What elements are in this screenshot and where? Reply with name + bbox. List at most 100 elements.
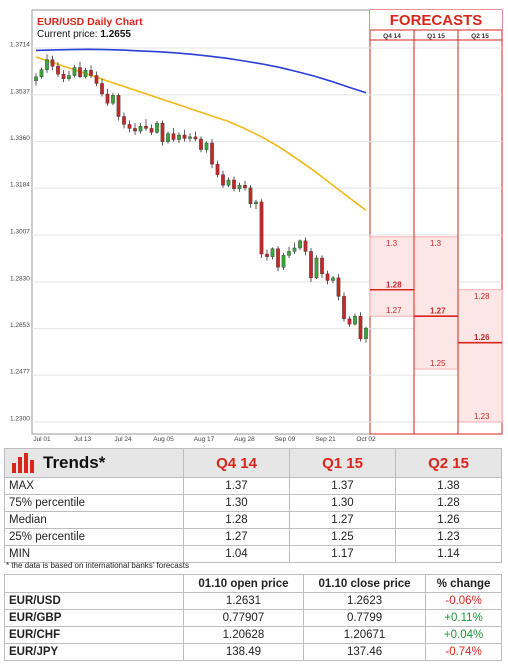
ma-long-line — [35, 48, 367, 94]
candle-body — [83, 70, 88, 78]
candle-body — [67, 75, 71, 79]
row-label: Median — [4, 511, 184, 529]
candle-body — [259, 201, 264, 255]
fx-change: +0.04% — [425, 626, 502, 644]
candle-body — [325, 273, 330, 281]
cell-value: 1.28 — [395, 494, 502, 512]
candle-body — [342, 296, 346, 320]
fx-change: -0.74% — [425, 643, 502, 661]
forecast-range-top-label: 1.3 — [386, 239, 398, 248]
candle-body — [265, 253, 269, 257]
fx-header-close: 01.10 close price — [302, 574, 427, 593]
candle-body — [72, 67, 77, 76]
trends-footnote: * the data is based on international ban… — [6, 561, 189, 570]
forecast-range-top-label: 1.28 — [474, 292, 490, 301]
x-tick-label: Jul 24 — [114, 436, 132, 443]
candle-body — [56, 66, 60, 75]
candle-body — [270, 248, 275, 257]
candle-body — [39, 69, 44, 78]
candle-body — [364, 327, 368, 339]
candle-body — [248, 187, 253, 204]
candle-body — [358, 316, 363, 339]
trends-table: Trends* Q4 14 Q1 15 Q2 15 MAX 1.37 1.37 1.3… — [4, 448, 502, 563]
candle-body — [160, 122, 165, 142]
candle-body — [292, 247, 297, 252]
x-tick-label: Sep 21 — [315, 436, 336, 443]
fx-close: 1.20671 — [302, 626, 427, 644]
candle-body — [188, 136, 192, 139]
fx-pair: EUR/GBP — [4, 609, 184, 627]
fx-change: -0.06% — [425, 592, 502, 610]
row-label: MAX — [4, 477, 184, 495]
cell-value: 1.14 — [395, 545, 502, 563]
candle-body — [149, 128, 154, 133]
fx-open: 0.77907 — [183, 609, 304, 627]
y-tick-label: 1.2653 — [10, 322, 30, 329]
candle-body — [45, 59, 49, 70]
forecast-range-bottom-label: 1.23 — [474, 412, 490, 421]
trends-row: MIN 1.04 1.17 1.14 — [4, 545, 502, 563]
candle-body — [122, 116, 126, 125]
candle-body — [133, 128, 137, 132]
trends-row: 75% percentile 1.30 1.30 1.28 — [4, 494, 502, 512]
cell-value: 1.04 — [183, 545, 290, 563]
candle-body — [309, 251, 313, 279]
row-label: 75% percentile — [4, 494, 184, 512]
candle-body — [89, 70, 93, 76]
y-tick-label: 1.2477 — [10, 369, 30, 376]
candle-body — [144, 126, 148, 129]
x-tick-label: Aug 28 — [234, 436, 255, 443]
price-panel — [31, 9, 371, 435]
forecast-period-q115: Q1 15 — [427, 33, 445, 40]
fx-open: 1.2631 — [183, 592, 304, 610]
candle-body — [105, 93, 110, 104]
candle-body — [50, 59, 55, 67]
y-tick-label: 1.3184 — [10, 182, 30, 189]
candle-body — [221, 174, 225, 186]
x-tick-label: Sep 09 — [275, 436, 296, 443]
y-tick-label: 1.2300 — [10, 416, 30, 423]
candle-body — [193, 136, 198, 140]
candle-body — [281, 255, 286, 268]
row-label: 25% percentile — [4, 528, 184, 546]
candle-body — [243, 185, 247, 189]
fx-header-row: 01.10 open price 01.10 close price % cha… — [4, 574, 502, 593]
forecast-period-q414: Q4 14 — [383, 33, 401, 40]
candle-body — [100, 83, 104, 95]
x-tick-label: Oct 02 — [356, 436, 376, 443]
candle-body — [210, 142, 214, 165]
fx-open: 138.49 — [183, 643, 304, 661]
candle-body — [347, 318, 352, 325]
candle-body — [287, 251, 291, 256]
cell-value: 1.30 — [183, 494, 290, 512]
x-tick-label: Aug 17 — [194, 436, 215, 443]
y-tick-label: 1.3714 — [10, 42, 30, 49]
cell-value: 1.37 — [183, 477, 290, 495]
candle-body — [353, 316, 357, 325]
fx-close: 1.2623 — [302, 592, 427, 610]
fx-row: EUR/GBP 0.77907 0.7799 +0.11% — [4, 609, 502, 627]
candle-body — [215, 163, 220, 175]
trends-row: Median 1.28 1.27 1.26 — [4, 511, 502, 529]
cell-value: 1.26 — [395, 511, 502, 529]
trends-row: MAX 1.37 1.37 1.38 — [4, 477, 502, 495]
chart-title: EUR/USD Daily Chart — [37, 16, 143, 28]
candle-body — [155, 122, 159, 133]
fx-pair: EUR/CHF — [4, 626, 184, 644]
y-tick-label: 1.3007 — [10, 229, 30, 236]
forecast-period-q215: Q2 15 — [471, 33, 489, 40]
candle-body — [331, 277, 335, 281]
fx-pair: EUR/JPY — [4, 643, 184, 661]
candle-body — [254, 201, 258, 204]
fx-header-change: % change — [425, 574, 502, 593]
candle-body — [204, 142, 209, 150]
candle-body — [237, 185, 242, 189]
trends-col-q215: Q2 15 — [395, 448, 502, 478]
candle-body — [127, 124, 132, 129]
candle-body — [232, 179, 236, 189]
cell-value: 1.28 — [183, 511, 290, 529]
cell-value: 1.37 — [289, 477, 396, 495]
candle-body — [166, 133, 170, 142]
cell-value: 1.17 — [289, 545, 396, 563]
candle-body — [276, 248, 280, 268]
